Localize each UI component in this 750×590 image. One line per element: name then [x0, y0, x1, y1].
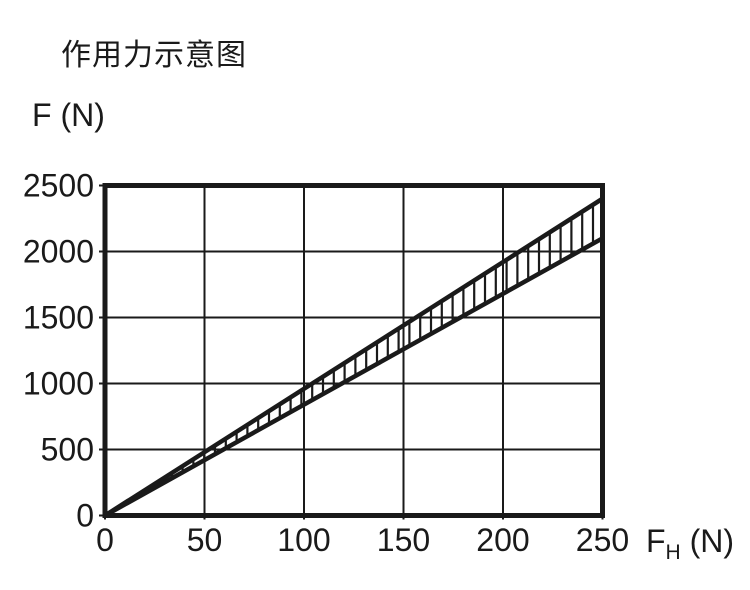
- y-axis-label: F (N): [32, 97, 105, 133]
- x-tick-label: 150: [377, 522, 430, 558]
- plot-border: [102, 183, 605, 518]
- x-tick-label: 50: [187, 522, 223, 558]
- x-tick-label: 100: [277, 522, 330, 558]
- lower-bound-line: [103, 236, 604, 518]
- x-axis-label-unit: (N): [689, 523, 735, 559]
- y-tick-labels: 0 500 1000 1500 2000 2500: [23, 168, 94, 534]
- x-axis-label: FH (N): [646, 523, 735, 563]
- x-axis-label-subscript: H: [665, 541, 681, 564]
- x-tick-label: 200: [476, 522, 529, 558]
- y-tick-label: 2000: [23, 234, 94, 270]
- upper-bound-line: [103, 196, 604, 518]
- y-tick-label: 1500: [23, 300, 94, 336]
- force-lines: [103, 196, 604, 518]
- y-tick-label: 1000: [23, 366, 94, 402]
- y-tick-label: 2500: [23, 168, 94, 204]
- y-tick-label: 0: [76, 498, 94, 534]
- chart-title: 作用力示意图: [61, 39, 247, 72]
- x-tick-label: 250: [576, 522, 629, 558]
- y-tick-label: 500: [41, 432, 94, 468]
- x-tick-label: 0: [96, 522, 114, 558]
- x-tick-labels: 0 50 100 150 200 250: [96, 522, 629, 558]
- x-axis-label-symbol: F: [646, 523, 666, 559]
